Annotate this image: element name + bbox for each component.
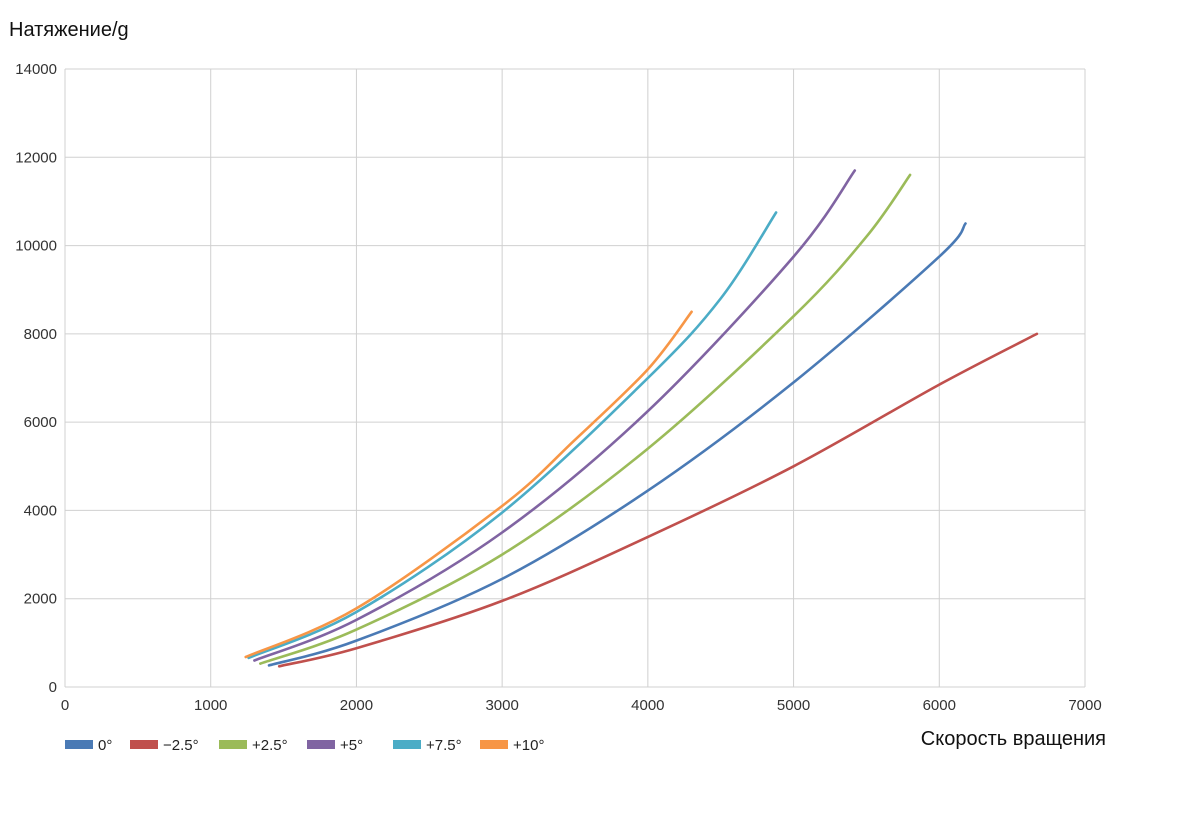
y-tick-label: 4000 <box>24 502 57 519</box>
series-line-0 <box>267 222 967 667</box>
legend-label: +2.5° <box>252 737 288 754</box>
y-axis-ticks: 0 2000 4000 6000 8000 10000 12000 14000 <box>15 61 57 696</box>
series-line-5 <box>244 310 693 659</box>
x-axis-title: Скорость вращения <box>921 728 1106 750</box>
legend: 0° −2.5° +2.5° +5° +7.5° +10° <box>65 737 544 754</box>
legend-item: +7.5° <box>393 737 462 754</box>
x-tick-label: 7000 <box>1068 697 1101 714</box>
y-tick-label: 14000 <box>15 61 57 78</box>
series-line-2 <box>259 173 912 665</box>
y-tick-label: 8000 <box>24 326 57 343</box>
legend-swatch <box>219 740 247 749</box>
x-tick-label: 0 <box>61 697 69 714</box>
legend-label: 0° <box>98 737 112 754</box>
legend-swatch <box>393 740 421 749</box>
legend-swatch <box>307 740 335 749</box>
x-tick-label: 5000 <box>777 697 810 714</box>
y-axis-title: Натяжение/g <box>9 19 129 41</box>
x-tick-label: 1000 <box>194 697 227 714</box>
legend-label: −2.5° <box>163 737 199 754</box>
y-tick-label: 6000 <box>24 414 57 431</box>
legend-label: +5° <box>340 737 363 754</box>
legend-item: 0° <box>65 737 112 754</box>
series-lines <box>244 169 1039 668</box>
legend-swatch <box>65 740 93 749</box>
grid <box>64 68 1086 688</box>
series-line-3 <box>253 169 857 662</box>
x-axis-ticks: 0 1000 2000 3000 4000 5000 6000 7000 <box>61 697 1102 714</box>
legend-item: +10° <box>480 737 544 754</box>
x-tick-label: 2000 <box>340 697 373 714</box>
y-tick-label: 10000 <box>15 238 57 255</box>
legend-item: −2.5° <box>130 737 199 754</box>
legend-label: +7.5° <box>426 737 462 754</box>
series-line-1 <box>277 332 1039 668</box>
x-tick-label: 3000 <box>485 697 518 714</box>
legend-item: +2.5° <box>219 737 288 754</box>
legend-label: +10° <box>513 737 544 754</box>
y-tick-label: 0 <box>49 679 57 696</box>
y-tick-label: 2000 <box>24 591 57 608</box>
x-tick-label: 4000 <box>631 697 664 714</box>
legend-swatch <box>480 740 508 749</box>
x-tick-label: 6000 <box>923 697 956 714</box>
y-tick-label: 12000 <box>15 149 57 166</box>
legend-swatch <box>130 740 158 749</box>
legend-item: +5° <box>307 737 363 754</box>
series-line-4 <box>247 211 778 660</box>
